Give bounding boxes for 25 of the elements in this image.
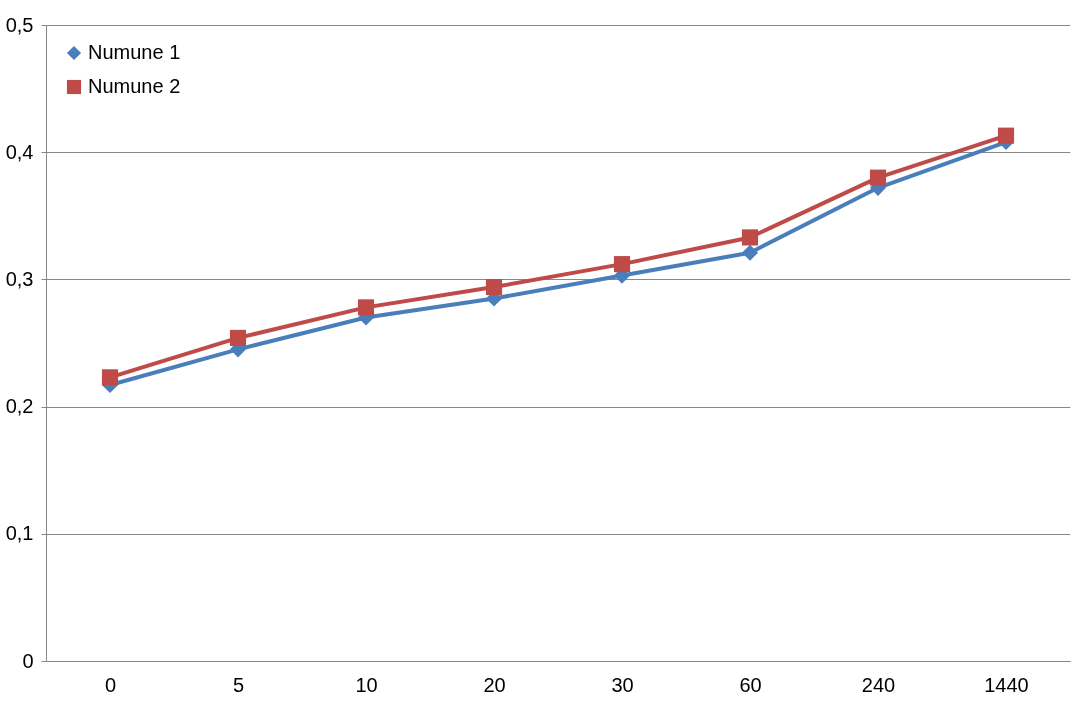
y-tick-label: 0,5 <box>5 13 34 36</box>
legend-label: Numune 1 <box>88 41 181 63</box>
point <box>357 299 375 316</box>
point <box>613 256 631 273</box>
x-tick-label: 10 <box>355 673 378 696</box>
point <box>741 229 759 246</box>
x-tick-label: 1440 <box>984 673 1029 696</box>
y-tick-label: 0,4 <box>5 140 34 163</box>
point <box>997 127 1015 144</box>
x-tick-label: 20 <box>483 673 506 696</box>
y-tick-label: 0,1 <box>5 522 34 545</box>
point <box>101 369 119 386</box>
x-tick-label: 5 <box>232 673 245 696</box>
x-tick-label: 0 <box>104 673 117 696</box>
x-tick-label: 240 <box>861 673 896 696</box>
y-tick-label: 0,3 <box>5 267 34 290</box>
point <box>229 329 247 346</box>
x-tick-label: 30 <box>611 673 634 696</box>
y-tick-label: 0,2 <box>5 395 34 418</box>
point <box>869 169 887 186</box>
point <box>485 278 503 296</box>
point <box>741 244 759 261</box>
x-tick-label: 60 <box>739 673 762 696</box>
y-tick-label: 0 <box>22 649 34 672</box>
legend-label: Numune 2 <box>88 75 181 97</box>
